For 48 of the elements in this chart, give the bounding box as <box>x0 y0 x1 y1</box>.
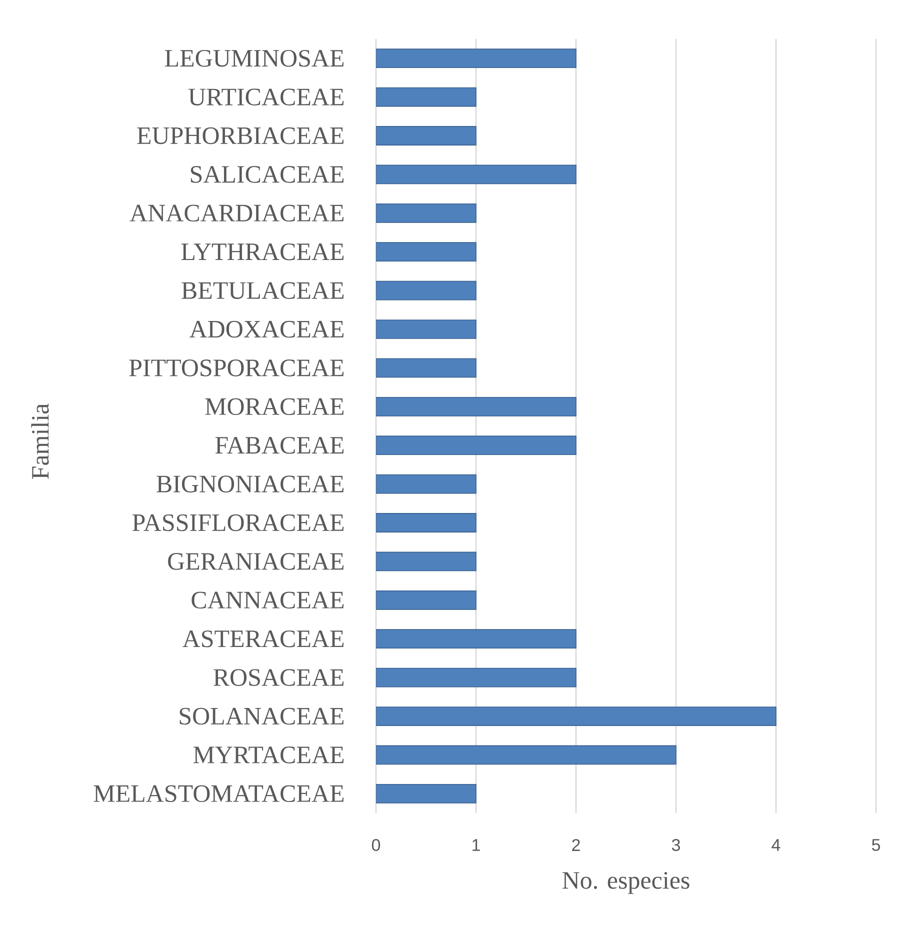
bar <box>376 590 476 610</box>
y-tick-label: ASTERACEAE <box>182 630 344 648</box>
y-tick-label: ANACARDIACEAE <box>130 204 344 222</box>
y-tick-label: ROSACEAE <box>214 669 344 686</box>
y-tick-label: BETULACEAE <box>182 282 344 299</box>
y-tick-label: CANNACEAE <box>192 592 344 609</box>
y-tick-label: URTICACEAE <box>188 88 344 106</box>
y-tick-label: FABACEAE <box>215 436 344 454</box>
bar <box>376 552 476 572</box>
bar <box>376 87 476 107</box>
y-tick-label: GERANIACEAE <box>168 553 344 570</box>
x-tick-label: 0 <box>372 838 380 852</box>
bar <box>376 668 576 688</box>
y-tick-label: EUPHORBIACEAE <box>137 127 344 144</box>
y-tick-label: MYRTACEAE <box>193 746 344 764</box>
bar <box>376 126 476 146</box>
y-tick-label: MELASTOMATACEAE <box>94 785 344 802</box>
y-tick-label: LYTHRACEAE <box>181 243 344 260</box>
bar <box>376 629 576 649</box>
y-tick-label: MORACEAE <box>205 398 344 416</box>
bar <box>376 745 676 765</box>
y-tick-label: PITTOSPORACEAE <box>129 360 344 376</box>
bar <box>376 784 476 804</box>
y-axis-title: Familia <box>31 404 49 479</box>
x-tick-label: 2 <box>572 839 580 851</box>
y-tick-label: ADOXACEAE <box>190 320 344 338</box>
bar <box>376 320 476 339</box>
bar <box>376 48 576 68</box>
bar <box>376 203 476 223</box>
bar <box>376 706 776 726</box>
x-tick-label: 1 <box>472 839 480 851</box>
x-tick-label: 4 <box>772 839 780 851</box>
x-axis-title: No. especies <box>562 872 690 894</box>
y-tick-label: SOLANACEAE <box>180 708 344 725</box>
x-tick-label: 5 <box>872 839 880 851</box>
bar <box>376 164 576 184</box>
y-tick-label: SALICACEAE <box>190 166 344 183</box>
bar <box>376 358 476 378</box>
bar <box>376 436 576 456</box>
bar <box>376 242 476 262</box>
bar <box>376 513 476 532</box>
y-tick-label: BIGNONIACEAE <box>156 476 344 492</box>
y-tick-label: PASSIFLORACEAE <box>132 514 344 532</box>
x-tick-label: 3 <box>672 838 680 852</box>
bar <box>376 474 476 494</box>
bar <box>376 280 476 300</box>
y-tick-label: LEGUMINOSAE <box>164 50 344 67</box>
bar <box>376 396 576 416</box>
